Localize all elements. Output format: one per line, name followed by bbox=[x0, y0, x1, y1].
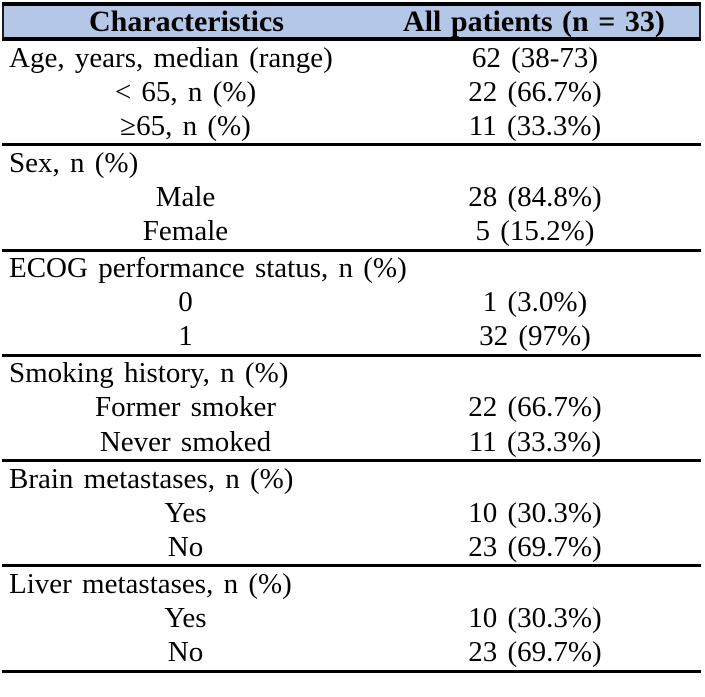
table-row: Age, years, median (range) 62 (38-73) bbox=[2, 41, 701, 75]
section-sex: Sex, n (%) Male 28 (84.8%) Female 5 (15.… bbox=[2, 143, 701, 248]
row-label: < 65, n (%) bbox=[114, 75, 257, 108]
row-label: ≥65, n (%) bbox=[120, 109, 251, 142]
row-label: Liver metastases, n (%) bbox=[9, 567, 292, 600]
row-value: 62 (38-73) bbox=[471, 41, 599, 74]
header-all-patients: All patients (n = 33) bbox=[403, 4, 665, 38]
table-row: Male 28 (84.8%) bbox=[2, 180, 701, 214]
row-label: Brain metastases, n (%) bbox=[9, 462, 294, 495]
section-liver-metastases: Liver metastases, n (%) Yes 10 (30.3%) N… bbox=[2, 564, 701, 669]
table-row: Yes 10 (30.3%) bbox=[2, 602, 701, 636]
row-label: 1 bbox=[178, 320, 193, 353]
table-row: 1 32 (97%) bbox=[2, 320, 701, 354]
table-row: Brain metastases, n (%) bbox=[2, 462, 701, 496]
row-value: 11 (33.3%) bbox=[468, 425, 602, 458]
table-row: No 23 (69.7%) bbox=[2, 530, 701, 564]
row-label: No bbox=[167, 636, 204, 669]
row-value: 1 (3.0%) bbox=[482, 286, 588, 319]
row-value: 11 (33.3%) bbox=[468, 109, 602, 142]
table-row: 0 1 (3.0%) bbox=[2, 286, 701, 320]
row-label: No bbox=[167, 530, 204, 563]
table-row: No 23 (69.7%) bbox=[2, 636, 701, 670]
table-row: Liver metastases, n (%) bbox=[2, 567, 701, 601]
table-header-row: Characteristics All patients (n = 33) bbox=[2, 4, 701, 41]
table-row: Sex, n (%) bbox=[2, 146, 701, 180]
row-label: Sex, n (%) bbox=[9, 146, 139, 179]
row-value: 23 (69.7%) bbox=[468, 636, 602, 669]
row-label: Female bbox=[142, 215, 229, 248]
table-row: Never smoked 11 (33.3%) bbox=[2, 425, 701, 459]
table-row: < 65, n (%) 22 (66.7%) bbox=[2, 75, 701, 109]
section-smoking: Smoking history, n (%) Former smoker 22 … bbox=[2, 353, 701, 459]
row-label: Former smoker bbox=[94, 391, 276, 424]
table-row: Yes 10 (30.3%) bbox=[2, 496, 701, 530]
table-row: Female 5 (15.2%) bbox=[2, 214, 701, 248]
row-label: Yes bbox=[164, 602, 207, 635]
row-value: 32 (97%) bbox=[479, 320, 591, 353]
row-value: 23 (69.7%) bbox=[468, 530, 602, 563]
patient-characteristics-table: Characteristics All patients (n = 33) Ag… bbox=[2, 2, 701, 673]
table-row: Smoking history, n (%) bbox=[2, 357, 701, 391]
row-label: ECOG performance status, n (%) bbox=[9, 252, 407, 285]
row-label: Never smoked bbox=[99, 425, 272, 458]
table-row: Former smoker 22 (66.7%) bbox=[2, 391, 701, 425]
row-label: Smoking history, n (%) bbox=[9, 357, 289, 390]
row-value: 22 (66.7%) bbox=[468, 391, 602, 424]
row-label: Yes bbox=[164, 496, 207, 529]
row-label: 0 bbox=[178, 286, 193, 319]
row-label: Age, years, median (range) bbox=[9, 41, 333, 74]
header-characteristics: Characteristics bbox=[88, 4, 284, 38]
row-label: Male bbox=[155, 180, 216, 213]
section-ecog: ECOG performance status, n (%) 0 1 (3.0%… bbox=[2, 248, 701, 354]
row-value: 5 (15.2%) bbox=[475, 215, 595, 248]
row-value: 10 (30.3%) bbox=[468, 602, 602, 635]
row-value: 22 (66.7%) bbox=[468, 75, 602, 108]
table-row: ≥65, n (%) 11 (33.3%) bbox=[2, 109, 701, 143]
section-brain-metastases: Brain metastases, n (%) Yes 10 (30.3%) N… bbox=[2, 459, 701, 564]
table-row: ECOG performance status, n (%) bbox=[2, 252, 701, 286]
section-age: Age, years, median (range) 62 (38-73) < … bbox=[2, 41, 701, 143]
row-value: 28 (84.8%) bbox=[468, 180, 602, 213]
row-value: 10 (30.3%) bbox=[468, 496, 602, 529]
